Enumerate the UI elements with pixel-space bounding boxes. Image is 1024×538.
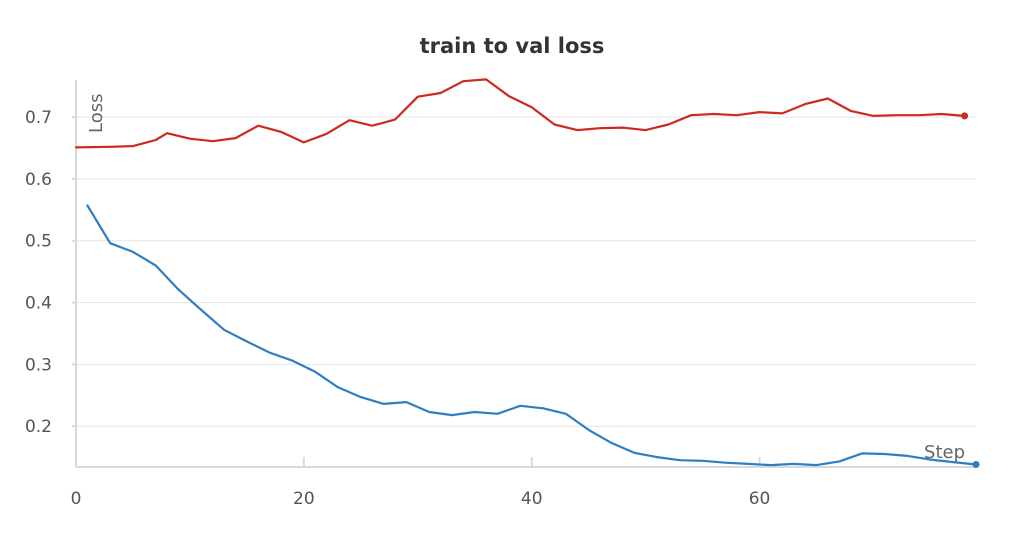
y-tick-label: 0.3: [25, 355, 52, 375]
y-tick-label: 0.4: [25, 294, 52, 314]
series: [74, 78, 980, 469]
series-line-1: [74, 78, 966, 149]
x-tick-label: 60: [749, 489, 771, 509]
x-tick-label: 40: [521, 489, 543, 509]
x-tick-label: 20: [293, 489, 315, 509]
x-tick-label: 0: [71, 489, 82, 509]
series-end-point-1: [961, 112, 969, 120]
y-tick-label: 0.2: [25, 417, 52, 437]
series-line-2: [86, 204, 978, 467]
y-tick-label: 0.7: [25, 108, 52, 128]
chart-title: train to val loss: [420, 34, 605, 58]
x-axis-title: Step: [924, 442, 965, 463]
series-end-point-2: [972, 461, 980, 469]
y-tick-label: 0.6: [25, 170, 52, 190]
axes: 0.2 0.3 0.4 0.5 0.6 0.7 0 20 40 60: [25, 80, 976, 509]
y-tick-label: 0.5: [25, 232, 52, 252]
grid: [76, 116, 976, 427]
y-axis-title: Loss: [86, 94, 107, 133]
